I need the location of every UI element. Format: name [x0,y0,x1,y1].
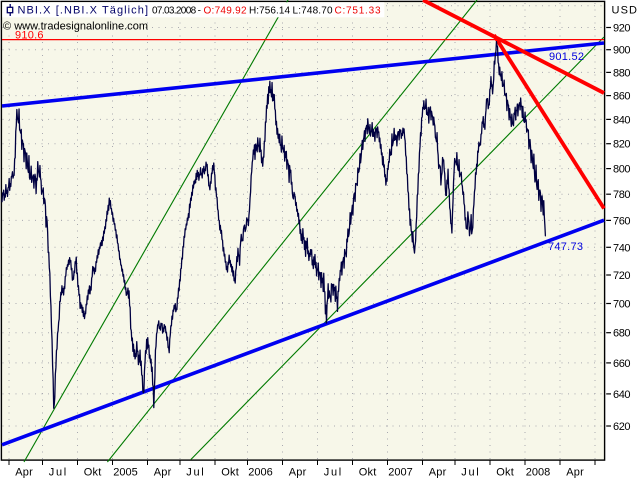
svg-text:920: 920 [613,23,631,35]
svg-text:2008: 2008 [526,467,551,479]
svg-text:Apr: Apr [154,467,172,479]
svg-text:Okt: Okt [359,467,377,479]
svg-text:2007: 2007 [388,467,413,479]
svg-text:660: 660 [613,358,631,370]
svg-text:780: 780 [613,189,631,201]
svg-text:2005: 2005 [113,467,138,479]
svg-text:Apr: Apr [15,467,33,479]
svg-text:860: 860 [613,91,631,103]
svg-text:760: 760 [613,215,631,227]
svg-text:O:749.92: O:749.92 [204,6,247,17]
svg-text:Apr: Apr [566,467,584,479]
svg-text:900: 900 [613,45,631,57]
svg-text:901.52: 901.52 [549,51,584,63]
svg-text:740: 740 [613,242,631,254]
svg-text:L:748.70: L:748.70 [293,6,333,17]
svg-text:USD: USD [612,5,638,17]
svg-text:C:751.33: C:751.33 [335,6,381,17]
svg-text:2006: 2006 [248,467,273,479]
svg-text:NBI.X [.NBI.X Täglich]: NBI.X [.NBI.X Täglich] [18,5,149,17]
svg-text:880: 880 [613,67,631,79]
svg-text:747.73: 747.73 [548,241,583,253]
svg-text:910.6: 910.6 [15,30,44,42]
svg-text:800: 800 [613,164,631,176]
svg-text:820: 820 [613,139,631,151]
svg-text:Okt: Okt [84,467,102,479]
svg-text:Okt: Okt [496,467,514,479]
svg-text:Jul: Jul [461,467,479,479]
svg-text:720: 720 [613,270,631,282]
svg-text:620: 620 [613,421,631,433]
svg-text:640: 640 [613,389,631,401]
svg-text:Jul: Jul [324,467,342,479]
svg-text:07.03.2008 -: 07.03.2008 - [152,6,201,17]
svg-text:Apr: Apr [289,467,307,479]
svg-text:© www.tradesignalonline.com: © www.tradesignalonline.com [3,21,148,33]
svg-text:840: 840 [613,114,631,126]
svg-text:Jul: Jul [186,467,204,479]
svg-text:H:756.14: H:756.14 [249,6,290,17]
svg-text:680: 680 [613,328,631,340]
svg-text:700: 700 [613,299,631,311]
svg-text:Okt: Okt [221,467,239,479]
svg-text:Jul: Jul [49,467,67,479]
svg-text:Apr: Apr [429,467,447,479]
